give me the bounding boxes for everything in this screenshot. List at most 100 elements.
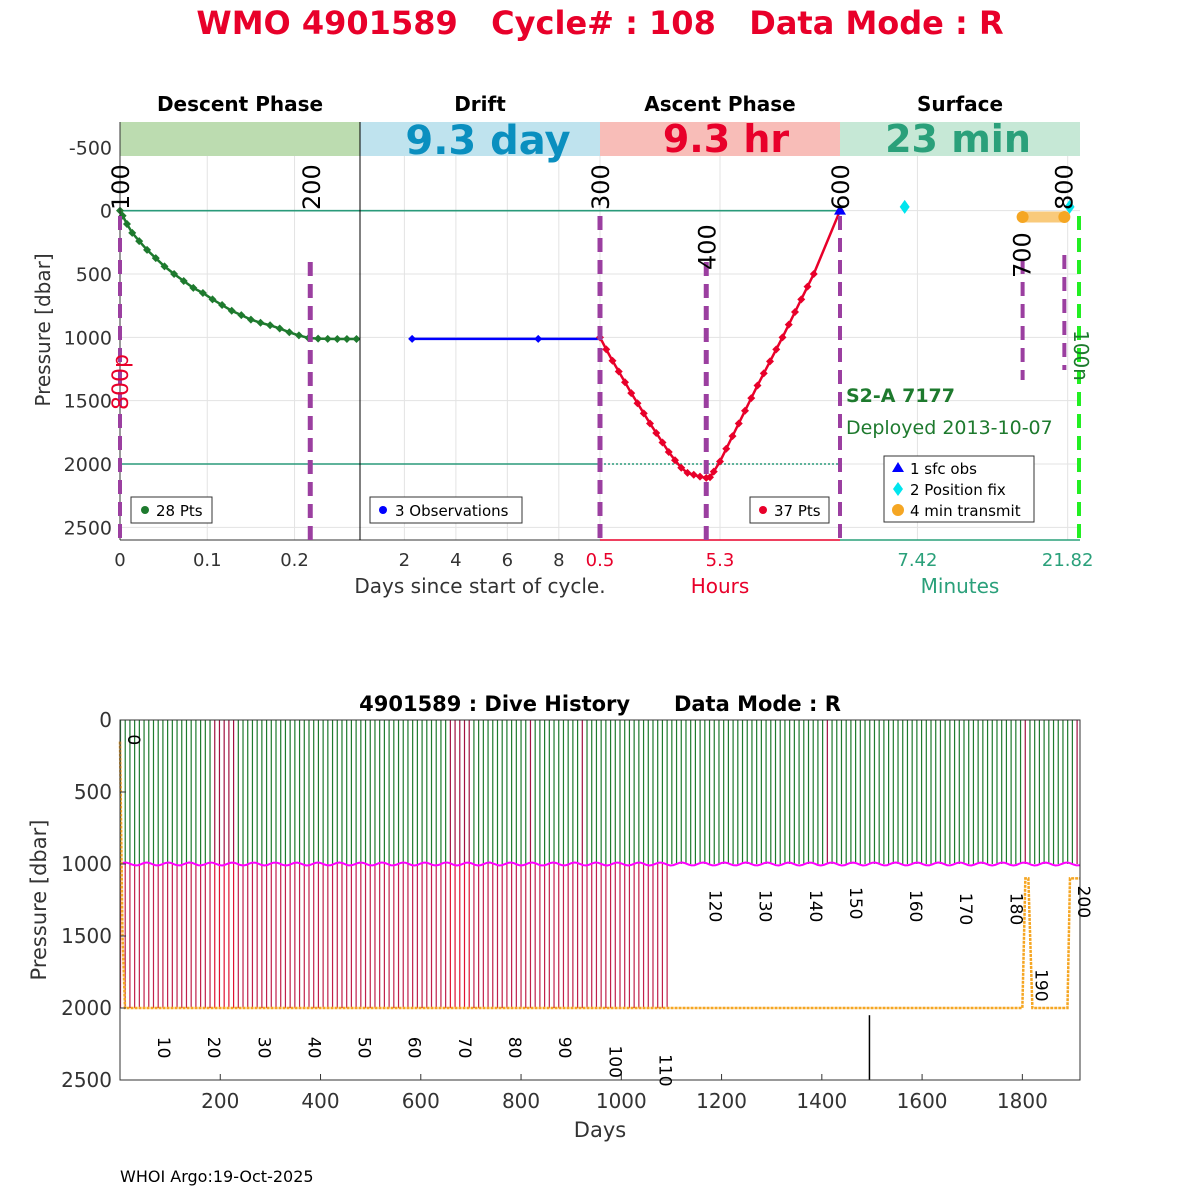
dive-x-tick-label: 400 <box>301 1089 339 1113</box>
ascent-point <box>652 428 661 437</box>
ascent-legend: 37 Pts <box>749 496 830 524</box>
y-tick-label: -500 <box>69 137 112 159</box>
cycle-number-label: 70 <box>454 1037 474 1059</box>
surface-legend: 1 sfc obs 2 Position fix 4 min transmit <box>883 455 1035 523</box>
top-frame <box>119 122 1080 541</box>
ascent-point <box>696 472 704 481</box>
cycle-number-label: 0 <box>123 734 143 745</box>
descent-band <box>120 122 360 156</box>
ascent-point <box>608 356 617 365</box>
descent-legend-label: 28 Pts <box>156 502 203 520</box>
ascent-point <box>797 295 806 304</box>
ascent-point <box>778 333 787 342</box>
y-tick-label: 1500 <box>64 391 112 413</box>
descent-point <box>294 331 303 340</box>
dive-history-axes-box <box>119 719 1081 1081</box>
cycle-number-label: 180 <box>1005 893 1025 925</box>
cycle-number-label: 40 <box>303 1037 323 1059</box>
descent-point <box>256 318 265 327</box>
drift-x-tick-label: 8 <box>553 550 564 571</box>
transmit-legend-label: 4 min transmit <box>910 502 1021 520</box>
surface-x-tick-label: 21.82 <box>1042 550 1094 571</box>
sfc-obs-legend-marker <box>892 462 904 472</box>
sfc-obs-marker <box>834 204 846 215</box>
float-id-annotation: S2-A 7177 <box>846 385 955 407</box>
position-fix-legend-label: 2 Position fix <box>910 481 1006 499</box>
dive-x-tick-label: 800 <box>502 1089 540 1113</box>
ascent-point <box>627 389 636 398</box>
descent-point <box>237 311 246 320</box>
ascent-point <box>658 438 667 447</box>
ascent-x-tick-label: 0.5 <box>586 550 615 571</box>
figure-title: WMO 4901589 Cycle# : 108 Data Mode : R <box>196 4 1003 42</box>
descent-legend-marker <box>141 506 149 514</box>
dive-x-tick-label: 200 <box>201 1089 239 1113</box>
cycle-number-label: 190 <box>1030 969 1050 1001</box>
cycle-number-label: 130 <box>755 890 775 922</box>
ascent-point <box>766 357 774 366</box>
ascent-point <box>734 419 743 428</box>
descent-point <box>333 334 342 343</box>
descent-point <box>314 334 323 343</box>
transmit-legend-marker <box>892 504 904 516</box>
position-fix-marker <box>899 199 910 214</box>
descent-phase-title: Descent Phase <box>157 92 323 116</box>
descent-point <box>218 301 227 310</box>
top-ylabel: Pressure [dbar] <box>31 253 55 406</box>
sfc-obs-legend-label: 1 sfc obs <box>910 460 977 478</box>
cycle-number-label: 100 <box>604 1045 624 1077</box>
drift-band <box>360 122 600 156</box>
ascent-point <box>602 345 611 354</box>
surface-band <box>840 122 1080 156</box>
drift-legend: 3 Observations <box>369 496 523 524</box>
top-xlabel-hours: Hours <box>691 574 750 598</box>
ascent-point <box>689 470 698 479</box>
y-tick-label: 0 <box>100 201 112 223</box>
ascent-x-tick-label: 5.3 <box>706 550 735 571</box>
descent-point <box>135 237 144 246</box>
descent-point <box>323 334 332 343</box>
surface-duration: 23 min <box>885 117 1031 161</box>
cycle-number-label: 80 <box>504 1037 524 1059</box>
dive-history-ylabel: Pressure [dbar] <box>27 820 51 981</box>
ascent-point <box>747 394 756 403</box>
ascent-point <box>753 381 762 390</box>
ascent-point <box>716 457 724 466</box>
descent-point <box>143 245 152 254</box>
ascent-point <box>809 270 818 278</box>
drift-duration: 9.3 day <box>405 118 570 164</box>
drift-pressure-line <box>119 861 1080 867</box>
descent-point <box>208 295 217 304</box>
footer-credit: WHOI Argo:19-Oct-2025 <box>120 1167 314 1186</box>
dive-x-tick-label: 1200 <box>696 1089 747 1113</box>
y-tick-label: 500 <box>76 264 112 286</box>
descent-point <box>275 324 284 333</box>
descent-point <box>122 219 131 228</box>
dive-history-title: 4901589 : Dive History Data Mode : R <box>359 692 841 716</box>
surface-side-label: 100n <box>1069 330 1093 381</box>
descent-point <box>352 334 361 343</box>
descent-side-label: 800p <box>109 354 134 410</box>
ascent-point <box>741 406 749 415</box>
ascent-point <box>791 308 799 316</box>
dive-history-bars <box>118 720 1080 1080</box>
drift-observation-point <box>534 334 543 343</box>
drift-legend-marker <box>379 506 387 514</box>
ascent-legend-marker <box>759 506 767 514</box>
event-label-100: 100 <box>107 164 135 210</box>
drift-phase-title: Drift <box>454 92 506 116</box>
ascent-phase-title: Ascent Phase <box>644 92 795 116</box>
dive-x-tick-label: 1400 <box>796 1089 847 1113</box>
cycle-number-label: 90 <box>554 1037 574 1059</box>
y-tick-label: 2000 <box>64 454 112 476</box>
dive-history-chart: 4901589 : Dive History Data Mode : R 0 50… <box>27 692 1093 1142</box>
cycle-number-label: 50 <box>354 1037 374 1059</box>
ascent-legend-label: 37 Pts <box>774 502 821 520</box>
descent-x-tick-label: 0.1 <box>193 550 222 571</box>
event-label-700: 700 <box>1009 232 1037 278</box>
cycle-number-label: 140 <box>805 890 825 922</box>
cycle-number-label: 60 <box>404 1037 424 1059</box>
